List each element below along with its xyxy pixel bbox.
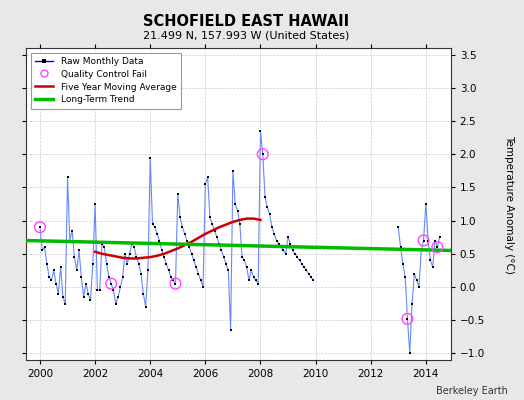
Point <box>258 151 267 158</box>
Point <box>36 224 44 230</box>
Text: 21.499 N, 157.993 W (United States): 21.499 N, 157.993 W (United States) <box>143 30 350 40</box>
Point <box>433 244 442 250</box>
Point <box>403 316 412 322</box>
Legend: Raw Monthly Data, Quality Control Fail, Five Year Moving Average, Long-Term Tren: Raw Monthly Data, Quality Control Fail, … <box>31 52 181 109</box>
Point <box>171 280 180 287</box>
Text: SCHOFIELD EAST HAWAII: SCHOFIELD EAST HAWAII <box>143 14 350 29</box>
Y-axis label: Temperature Anomaly (°C): Temperature Anomaly (°C) <box>505 134 515 274</box>
Point <box>419 237 428 244</box>
Text: Berkeley Earth: Berkeley Earth <box>436 386 508 396</box>
Point <box>107 280 115 287</box>
